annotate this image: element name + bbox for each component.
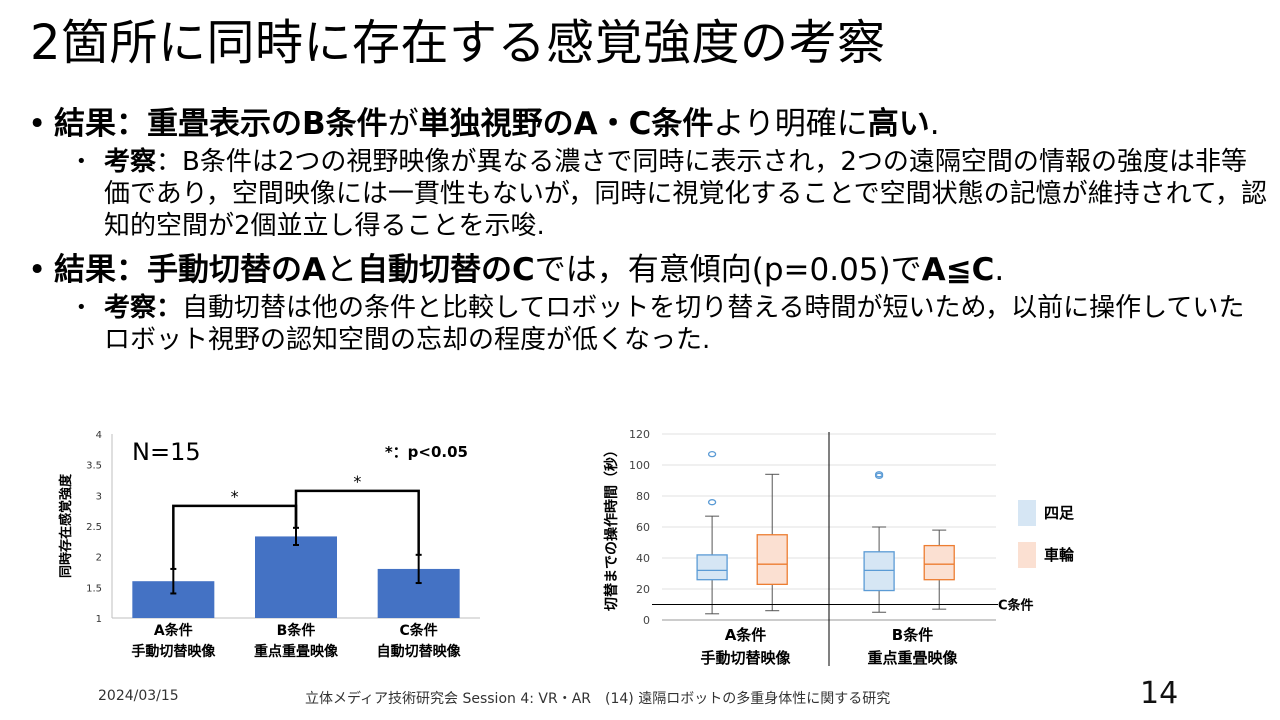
result-1-part: 高い [867, 106, 930, 142]
y-axis-title: 切替までの操作時間（秒） [603, 443, 620, 611]
slide-content: • 結果：重畳表示のB条件が単独視野のA・C条件より明確に高い. • 考察：B条… [28, 100, 1268, 356]
x-category-label: A条件 [154, 622, 193, 639]
sub-bullet-dot: • [76, 151, 87, 172]
box [863, 551, 895, 592]
legend-swatch [1018, 542, 1036, 568]
significance-legend: *：p<0.05 [385, 443, 468, 461]
result-1-part: より明確に [713, 106, 868, 142]
reference-line-label: C条件 [998, 598, 1034, 614]
bullet-dot: • [28, 106, 47, 142]
x-category-label: B条件 [277, 622, 316, 639]
x-group-label: A条件 [725, 626, 767, 644]
y-tick-label: 80 [636, 490, 650, 503]
y-tick-label: 2.5 [86, 522, 102, 533]
x-category-label: C条件 [400, 622, 438, 639]
result-2-part: と [326, 252, 357, 288]
result-1-part: . [929, 106, 940, 142]
significance-bracket [294, 489, 420, 555]
box [696, 554, 728, 581]
legend-swatch [1018, 500, 1036, 526]
result-2-part: . [994, 252, 1005, 288]
x-group-sublabel: 重点重畳映像 [867, 649, 958, 667]
result-1-text: 結果：重畳表示のB条件が単独視野のA・C条件より明確に高い. [54, 102, 940, 146]
result-1-part: 単独視野のA・C条件 [418, 106, 714, 142]
y-tick-label: 120 [629, 428, 650, 441]
box-plot-operation-time: 0 20 40 60 80 100 120 切替までの操作時間（秒） A条件手動切替映像 B条件重… [598, 420, 1078, 670]
legend-label: 四足 [1044, 504, 1075, 522]
discussion-1-body: ：B条件は2つの視野映像が異なる濃さで同時に表示され，2つの遠隔空間の情報の強度… [104, 147, 1267, 241]
page-number: 14 [1140, 676, 1179, 711]
discussion-2-text: 考察：自動切替は他の条件と比較してロボットを切り替える時間が短いため，以前に操作… [104, 292, 1268, 356]
result-1-part: が [387, 106, 419, 142]
bullet-result-2: • 結果：手動切替のAと自動切替のCでは，有意傾向(p=0.05)でA≦C. [28, 248, 1268, 292]
bar-chart-presence-intensity: 1 1.5 2 2.5 3 3.5 4 同時存在感覚強度 A条件手動切替映像 B条件重点重畳映像 C… [50, 420, 490, 670]
bullet-result-1: • 結果：重畳表示のB条件が単独視野のA・C条件より明確に高い. [28, 102, 1268, 146]
x-category-sublabel: 重点重畳映像 [254, 643, 339, 660]
y-tick-label: 3.5 [86, 461, 102, 472]
y-axis-title: 同時存在感覚強度 [58, 473, 74, 578]
result-2-part: では，有意傾向(p=0.05)で [534, 252, 922, 288]
box [923, 544, 955, 581]
outlier-point [707, 451, 717, 458]
result-2-text: 結果：手動切替のAと自動切替のCでは，有意傾向(p=0.05)でA≦C. [54, 248, 1004, 292]
outlier-point [707, 499, 717, 506]
discussion-2-body: 自動切替は他の条件と比較してロボットを切り替える時間が短いため，以前に操作してい… [104, 293, 1245, 355]
bar [255, 536, 337, 618]
x-group-sublabel: 手動切替映像 [700, 649, 791, 667]
significance-star: * [353, 472, 361, 491]
result-2-part: 自動切替のC [357, 252, 535, 288]
outlier-point [874, 471, 884, 478]
significance-star: * [231, 487, 239, 506]
y-tick-label: 100 [629, 459, 650, 472]
y-tick-label: 20 [636, 583, 650, 596]
discussion-1-text: 考察：B条件は2つの視野映像が異なる濃さで同時に表示され，2つの遠隔空間の情報の… [104, 146, 1268, 242]
y-tick-label: 60 [636, 521, 650, 534]
result-1-part: 結果：重畳表示のB条件 [54, 106, 388, 142]
bullet-discussion-2: • 考察：自動切替は他の条件と比較してロボットを切り替える時間が短いため，以前に… [76, 292, 1268, 356]
discussion-2-label: 考察： [104, 293, 183, 323]
y-tick-label: 3 [96, 491, 102, 502]
x-category-sublabel: 手動切替映像 [131, 643, 216, 660]
sub-bullet-dot: • [76, 297, 87, 318]
x-category-sublabel: 自動切替映像 [377, 643, 462, 660]
y-tick-label: 2 [96, 553, 102, 564]
bullet-discussion-1: • 考察：B条件は2つの視野映像が異なる濃さで同時に表示され，2つの遠隔空間の情… [76, 146, 1268, 242]
sample-size-label: N=15 [132, 438, 201, 466]
footer-conference: 立体メディア技術研究会 Session 4: VR・AR (14) 遠隔ロボット… [305, 691, 891, 707]
y-tick-label: 1 [96, 614, 102, 625]
bullet-dot: • [28, 252, 47, 288]
box [756, 534, 788, 585]
y-tick-label: 4 [96, 430, 102, 441]
legend-label: 車輪 [1044, 546, 1075, 564]
footer-date: 2024/03/15 [98, 688, 179, 704]
y-tick-label: 40 [636, 552, 650, 565]
result-2-part: 結果：手動切替のA [54, 252, 326, 288]
y-tick-label: 0 [643, 614, 650, 627]
x-group-label: B条件 [892, 626, 933, 644]
slide-title: 2箇所に同時に存在する感覚強度の考察 [30, 15, 886, 71]
y-tick-label: 1.5 [86, 583, 102, 594]
discussion-1-label: 考察 [104, 147, 157, 177]
result-2-part: A≦C [921, 252, 995, 288]
